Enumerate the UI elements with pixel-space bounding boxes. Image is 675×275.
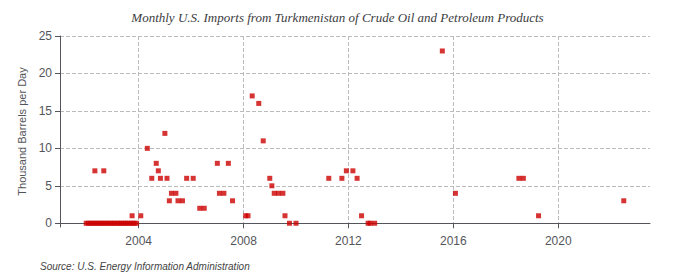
svg-text:15: 15 — [39, 104, 53, 118]
svg-text:Monthly U.S. Imports from Turk: Monthly U.S. Imports from Turkmenistan o… — [130, 10, 543, 25]
svg-text:2016: 2016 — [440, 234, 467, 248]
svg-text:5: 5 — [45, 179, 52, 193]
svg-text:10: 10 — [39, 141, 53, 155]
svg-text:Thousand Barrels per Day: Thousand Barrels per Day — [16, 67, 28, 196]
svg-text:2004: 2004 — [125, 234, 152, 248]
svg-text:Source: U.S. Energy Informatio: Source: U.S. Energy Information Administ… — [40, 261, 250, 272]
svg-text:20: 20 — [39, 66, 53, 80]
svg-text:25: 25 — [39, 29, 53, 43]
svg-text:0: 0 — [45, 216, 52, 230]
svg-text:2008: 2008 — [230, 234, 257, 248]
svg-text:2020: 2020 — [545, 234, 572, 248]
svg-text:2012: 2012 — [335, 234, 362, 248]
